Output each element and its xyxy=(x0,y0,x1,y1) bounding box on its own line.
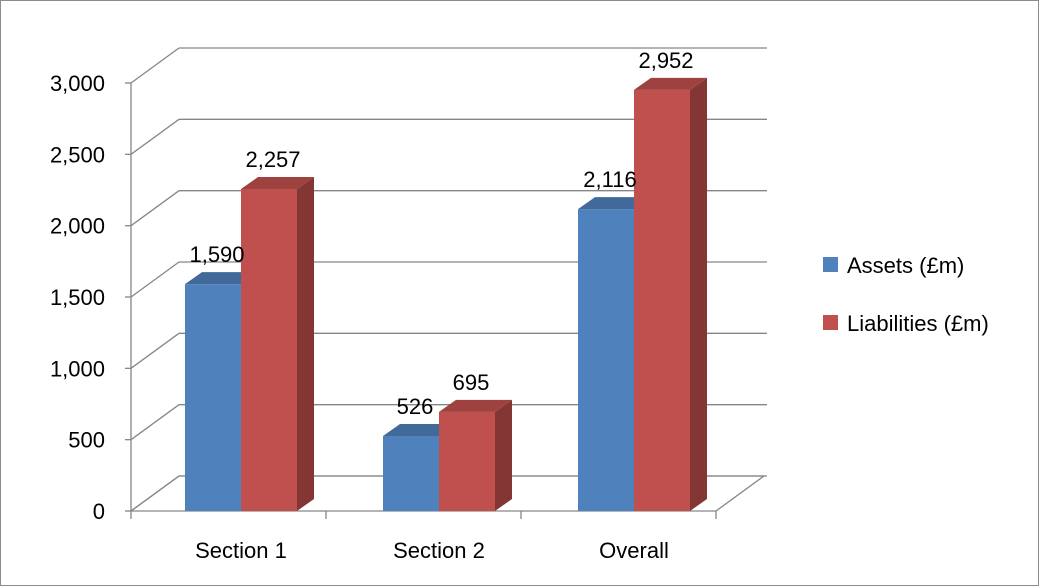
bar-top xyxy=(185,272,258,285)
legend-label: Assets (£m) xyxy=(847,253,964,278)
data-label: 2,257 xyxy=(245,147,300,172)
bar-front xyxy=(383,435,439,511)
bar-top xyxy=(578,197,651,210)
data-labels: 1,590 2,257 526 695 2,116 2,952 xyxy=(189,48,693,419)
bar-front xyxy=(578,209,634,511)
bars xyxy=(185,77,707,512)
bar-side xyxy=(495,399,512,511)
legend-swatch xyxy=(823,257,838,272)
y-tick-label: 2,000 xyxy=(50,214,105,239)
data-label: 1,590 xyxy=(189,242,244,267)
gridline-depth xyxy=(130,332,180,369)
bar-top xyxy=(439,399,512,412)
y-tick-label: 2,500 xyxy=(50,142,105,167)
bar-top xyxy=(241,177,314,190)
gridline-depth xyxy=(130,47,180,84)
bar-front xyxy=(185,284,241,511)
x-tick-label: Section 1 xyxy=(195,538,287,563)
x-tick-label: Section 2 xyxy=(393,538,485,563)
bar-top xyxy=(634,77,707,90)
bar xyxy=(578,197,651,511)
bar xyxy=(634,77,707,512)
data-label: 526 xyxy=(397,394,434,419)
axes: 0 500 1,000 1,500 2,000 2,500 3,000 Section 1 Se… xyxy=(50,71,766,563)
y-tick-label: 1,500 xyxy=(50,285,105,310)
bar-top xyxy=(383,423,456,436)
gridline-depth xyxy=(130,404,180,441)
y-tick-label: 1,000 xyxy=(50,356,105,381)
bar xyxy=(241,177,314,511)
gridline-depth xyxy=(130,190,180,227)
y-tick-label: 3,000 xyxy=(50,71,105,96)
bar xyxy=(439,399,512,511)
gridline-depth xyxy=(130,118,180,155)
x-tick-label: Overall xyxy=(599,538,669,563)
bar-side xyxy=(690,77,707,512)
bar-front xyxy=(634,89,690,512)
legend-swatch xyxy=(823,315,838,330)
y-tick-label: 0 xyxy=(93,499,105,524)
gridline-depth xyxy=(130,261,180,298)
data-label: 2,116 xyxy=(583,167,636,192)
bar-front xyxy=(241,189,297,511)
legend-label: Liabilities (£m) xyxy=(847,311,989,336)
y-tick-label: 500 xyxy=(68,428,105,453)
legend: Assets (£m) Liabilities (£m) xyxy=(823,253,989,336)
bar-front xyxy=(439,411,495,511)
bar-side xyxy=(297,177,314,511)
data-label: 2,952 xyxy=(638,48,693,73)
data-label: 695 xyxy=(453,370,490,395)
